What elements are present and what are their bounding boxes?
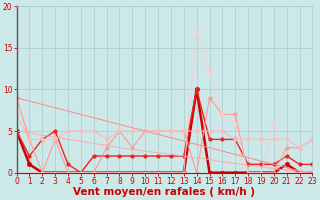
X-axis label: Vent moyen/en rafales ( km/h ): Vent moyen/en rafales ( km/h ) [74, 187, 255, 197]
